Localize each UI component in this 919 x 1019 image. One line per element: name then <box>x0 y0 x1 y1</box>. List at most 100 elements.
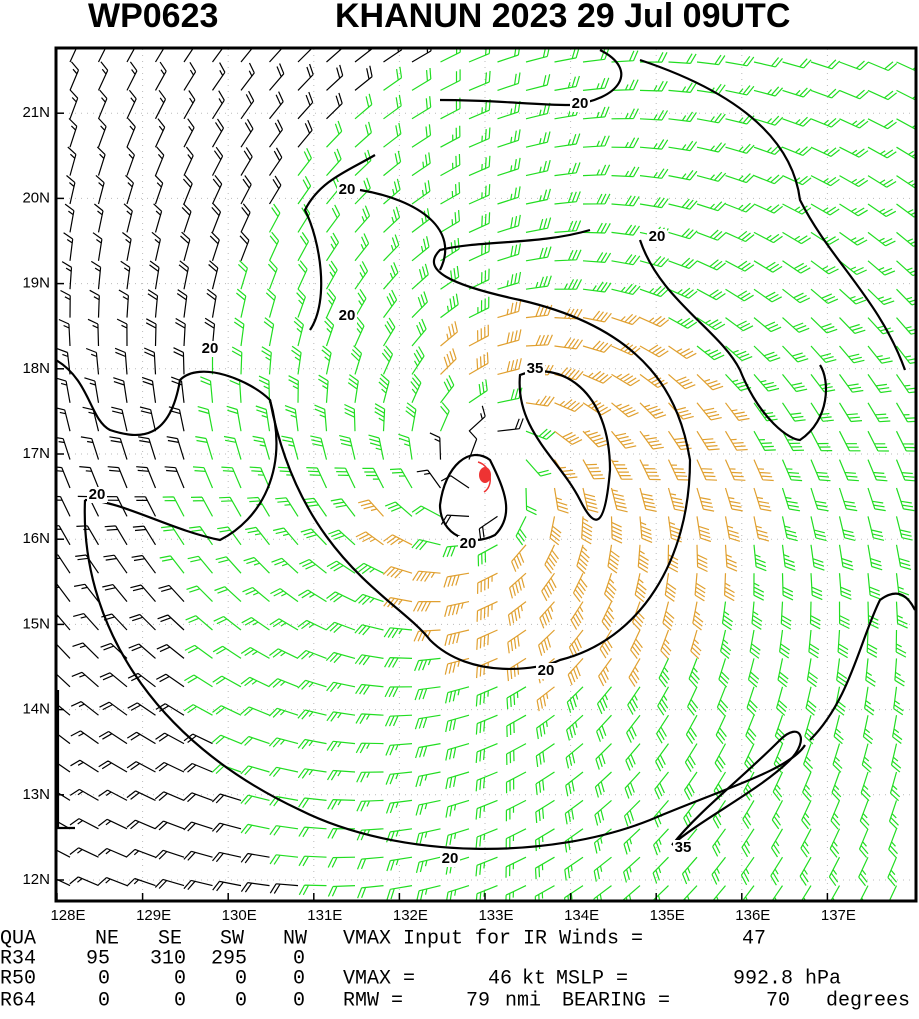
wind-barb <box>184 764 213 773</box>
wind-barb <box>272 558 299 573</box>
wind-barb <box>64 233 73 261</box>
wind-barb <box>275 498 298 517</box>
wind-barb <box>298 232 309 260</box>
wind-barb <box>355 122 371 147</box>
wind-barb <box>177 290 187 318</box>
wind-barb <box>478 545 497 567</box>
wind-barb <box>726 289 754 301</box>
wind-barb <box>840 318 866 334</box>
wind-barb <box>689 658 699 687</box>
wind-barb <box>236 289 245 318</box>
wind-barb <box>221 467 241 488</box>
wind-barb <box>640 316 669 326</box>
table-cell: 0 <box>174 989 186 1012</box>
wind-barb <box>186 616 213 630</box>
wind-barb <box>716 715 726 744</box>
wind-barb <box>840 374 864 392</box>
wind-barb <box>868 516 884 540</box>
wind-barb <box>69 119 77 148</box>
wind-barb <box>213 63 225 91</box>
wind-barb <box>669 112 697 122</box>
info-vmax-unit: kt <box>522 967 546 990</box>
wind-barb <box>612 403 639 417</box>
wind-barb <box>262 347 272 375</box>
wind-barb <box>213 852 242 861</box>
wind-barb <box>574 573 588 602</box>
wind-barb <box>441 321 458 346</box>
contour-label: 20 <box>649 228 666 245</box>
wind-barb <box>498 186 521 204</box>
wind-barb <box>270 148 282 176</box>
wind-barb <box>719 658 729 687</box>
wind-barb <box>444 573 469 587</box>
wind-barb <box>697 172 726 181</box>
wind-barb <box>344 405 355 432</box>
wind-barb <box>804 744 813 773</box>
wind-barb <box>896 630 906 657</box>
y-tick-label: 18N <box>22 360 50 377</box>
info-vmax: 46 <box>488 967 512 990</box>
wind-barb <box>155 850 184 859</box>
wind-barb <box>384 151 401 176</box>
wind-barb <box>697 403 722 420</box>
wind-barb <box>888 857 897 886</box>
wind-barb <box>184 91 195 119</box>
wind-barb <box>441 182 460 204</box>
wind-barb <box>726 516 740 541</box>
wind-barb <box>193 467 213 488</box>
wind-barb <box>640 488 657 511</box>
wind-barb <box>270 855 298 865</box>
wind-barb <box>127 791 156 801</box>
wind-barb <box>241 119 253 147</box>
wind-barb <box>772 800 782 829</box>
wind-barb <box>640 516 652 542</box>
wind-barb <box>754 204 783 213</box>
wind-barb <box>99 62 108 91</box>
wind-barb <box>697 431 720 450</box>
wind-barb <box>384 318 395 346</box>
wind-barb <box>744 772 754 800</box>
wind-barb <box>742 829 754 857</box>
wind-barb <box>526 74 550 90</box>
wind-barb <box>125 175 133 204</box>
wind-barb <box>48 526 70 545</box>
wind-barb <box>148 290 158 318</box>
wind-barb <box>446 687 469 704</box>
wind-barb <box>70 789 98 800</box>
storm-id: WP0623 <box>88 0 218 35</box>
wind-barb <box>155 763 184 773</box>
wind-barb <box>270 232 279 261</box>
wind-barb <box>99 732 127 744</box>
wind-barb <box>721 630 731 659</box>
wind-barb <box>215 587 242 602</box>
wind-barb <box>67 176 75 205</box>
wind-barb <box>640 403 666 419</box>
wind-barb <box>830 829 839 858</box>
wind-barb <box>626 744 640 771</box>
wind-barb <box>726 460 746 481</box>
wind-barb <box>868 62 897 71</box>
wind-barb <box>477 630 498 650</box>
wind-barb <box>726 203 755 212</box>
wind-barb <box>160 556 184 573</box>
wind-barb <box>298 769 326 779</box>
wind-barb <box>750 630 760 658</box>
wind-barb <box>385 687 412 697</box>
wind-barb <box>640 81 667 91</box>
wind-barb <box>550 516 561 544</box>
wind-barb <box>269 738 298 747</box>
wind-barb <box>653 857 668 883</box>
wind-barb <box>159 585 185 601</box>
wind-barb <box>868 176 896 188</box>
wind-barb <box>98 849 127 858</box>
wind-barb <box>783 516 798 540</box>
wind-barb <box>811 516 827 540</box>
wind-barb <box>356 714 384 724</box>
y-tick-label: 13N <box>22 786 50 803</box>
wind-barb <box>129 615 155 631</box>
wind-barb <box>327 121 342 147</box>
wind-barb <box>441 403 450 432</box>
wind-barb <box>811 318 837 333</box>
wind-barb <box>640 140 668 150</box>
wind-barb <box>386 715 413 726</box>
